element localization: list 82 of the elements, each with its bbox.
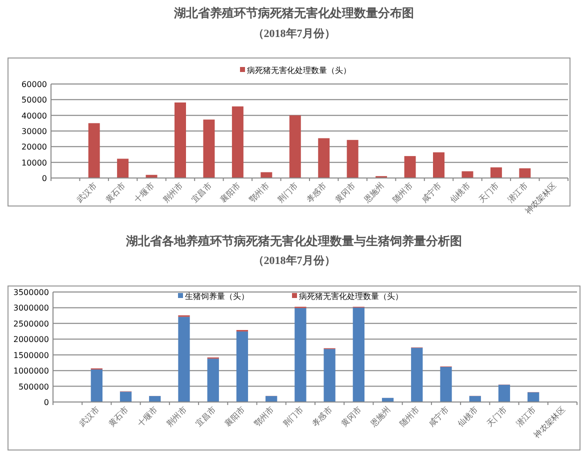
x-tick-label: 仙桃市 xyxy=(448,181,472,204)
chart-title: 湖北省养殖环节病死猪无害化处理数量分布图 xyxy=(173,6,414,20)
bar xyxy=(232,106,244,178)
chart-subtitle: （2018年7月份） xyxy=(252,254,336,267)
bar xyxy=(490,167,502,178)
bar xyxy=(236,331,248,402)
x-tick-label: 咸宁市 xyxy=(427,405,450,428)
x-tick-label: 荆州市 xyxy=(161,181,185,204)
x-tick-label: 鄂州市 xyxy=(252,405,276,428)
bar xyxy=(318,138,330,178)
bar xyxy=(404,156,416,178)
y-tick-label: 0 xyxy=(44,398,49,407)
bar xyxy=(207,358,219,402)
x-tick-label: 潜江市 xyxy=(514,405,538,428)
y-tick-label: 1000000 xyxy=(13,366,49,376)
x-tick-label: 孝感市 xyxy=(310,405,334,428)
x-tick-label: 黄石市 xyxy=(106,405,130,428)
bar xyxy=(469,396,481,402)
chart-title: 湖北省各地养殖环节病死猪无害化处理数量与生猪饲养量分析图 xyxy=(125,234,462,248)
y-tick-label: 30000 xyxy=(22,127,47,136)
x-tick-label: 十堰市 xyxy=(132,181,156,204)
y-tick-label: 40000 xyxy=(22,111,47,120)
bar xyxy=(346,140,358,178)
y-tick-label: 10000 xyxy=(22,158,47,168)
x-tick-label: 随州市 xyxy=(391,181,414,204)
bar xyxy=(519,168,531,178)
bar xyxy=(352,308,364,402)
bar xyxy=(411,348,423,402)
y-tick-label: 60000 xyxy=(22,80,47,89)
y-tick-label: 50000 xyxy=(22,96,47,105)
y-tick-label: 0 xyxy=(42,174,47,183)
bar xyxy=(174,102,186,178)
x-tick-label: 十堰市 xyxy=(136,405,160,428)
bar xyxy=(498,384,510,402)
y-tick-label: 500000 xyxy=(18,382,49,392)
x-tick-label: 黄冈市 xyxy=(340,405,364,428)
chart-subtitle: （2018年7月份） xyxy=(252,27,336,40)
bar xyxy=(149,396,161,402)
y-tick-label: 3500000 xyxy=(13,288,49,297)
bar xyxy=(440,366,452,402)
x-tick-label: 随州市 xyxy=(398,405,422,428)
legend-label: 病死猪无害化处理数量（头） xyxy=(247,66,351,75)
x-tick-label: 武汉市 xyxy=(75,181,98,204)
bar xyxy=(203,120,215,178)
bar xyxy=(117,158,129,178)
x-tick-label: 荆门市 xyxy=(276,181,300,204)
x-tick-label: 黄石市 xyxy=(104,181,128,204)
x-tick-label: 襄阳市 xyxy=(223,405,247,428)
y-tick-label: 2000000 xyxy=(13,335,49,344)
bar xyxy=(260,172,272,178)
y-tick-label: 1500000 xyxy=(13,350,49,360)
bar xyxy=(289,115,301,178)
x-tick-label: 襄阳市 xyxy=(218,181,242,204)
x-tick-label: 仙桃市 xyxy=(456,405,480,428)
x-tick-label: 武汉市 xyxy=(78,405,102,428)
x-tick-label: 咸宁市 xyxy=(420,181,444,204)
x-tick-label: 孝感市 xyxy=(304,181,328,204)
bar xyxy=(266,396,278,402)
bar xyxy=(178,316,190,402)
x-tick-label: 黄冈市 xyxy=(334,181,357,204)
legend-label: 病死猪无害化处理数量（头） xyxy=(299,292,403,301)
bar xyxy=(88,123,100,178)
x-tick-label: 鄂州市 xyxy=(247,181,271,204)
legend-label: 生猪饲养量（头） xyxy=(185,292,249,301)
x-tick-label: 宜昌市 xyxy=(194,405,218,428)
bar xyxy=(120,392,132,402)
bar xyxy=(433,152,444,178)
y-tick-label: 20000 xyxy=(22,142,47,152)
bar xyxy=(528,392,540,402)
x-tick-label: 宜昌市 xyxy=(190,181,214,204)
y-tick-label: 2500000 xyxy=(13,319,49,328)
x-tick-label: 潜江市 xyxy=(506,181,530,204)
x-tick-label: 恩施州 xyxy=(368,405,392,430)
y-tick-label: 3000000 xyxy=(13,304,49,313)
bar xyxy=(324,349,336,402)
x-tick-label: 天门市 xyxy=(485,405,509,428)
bar xyxy=(90,369,102,402)
x-tick-label: 荆门市 xyxy=(282,405,305,428)
bar xyxy=(294,308,306,402)
x-tick-label: 恩施州 xyxy=(362,181,386,206)
x-tick-label: 荆州市 xyxy=(165,405,188,428)
x-tick-label: 天门市 xyxy=(477,181,501,204)
